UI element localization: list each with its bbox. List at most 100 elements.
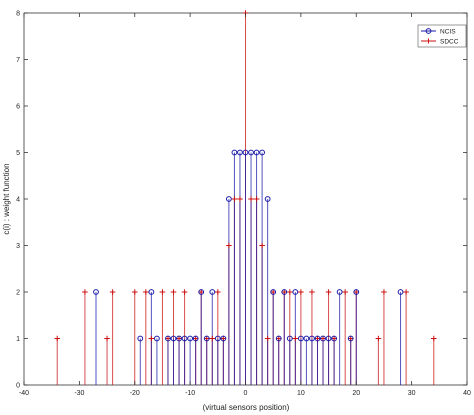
ncis-point <box>209 289 216 295</box>
sdcc-point <box>192 335 199 342</box>
ncis-point <box>292 289 299 295</box>
ncis-point <box>187 335 194 342</box>
stem-layer <box>56 13 435 385</box>
ncis-point <box>309 335 315 342</box>
sdcc-point <box>209 335 216 342</box>
ncis-point <box>93 289 99 295</box>
sdcc-point <box>54 335 61 342</box>
ncis-point <box>231 149 238 156</box>
ncis-point <box>303 335 310 342</box>
ncis-point <box>154 335 160 342</box>
ncis-point <box>325 335 332 342</box>
sdcc-point <box>298 289 304 295</box>
marker-layer <box>54 10 437 342</box>
ncis-point <box>220 335 227 342</box>
legend-sdcc-marker <box>426 38 431 44</box>
sdcc-point <box>143 289 149 295</box>
y-axis-label: c(i) : weight function <box>2 163 11 234</box>
sdcc-point <box>353 289 360 295</box>
y-tick-label: 3 <box>16 243 20 250</box>
sdcc-point <box>292 335 299 342</box>
sdcc-point <box>253 196 260 202</box>
sdcc-point <box>314 335 321 342</box>
y-tick-label: 2 <box>16 290 20 297</box>
sdcc-point <box>131 289 138 295</box>
sdcc-point <box>82 289 88 295</box>
sdcc-point <box>381 289 387 295</box>
ncis-point <box>275 335 282 342</box>
sdcc-point <box>325 289 332 295</box>
sdcc-point <box>342 289 348 295</box>
x-tick-label: 40 <box>463 390 471 397</box>
sdcc-point <box>287 289 293 295</box>
sdcc-point <box>430 335 437 342</box>
ncis-point <box>347 335 354 342</box>
ncis-point <box>248 149 254 156</box>
ncis-point <box>397 289 404 295</box>
y-tick-label: 7 <box>16 57 20 64</box>
sdcc-point <box>170 289 177 295</box>
ncis-point <box>237 149 243 156</box>
ncis-point <box>225 196 232 202</box>
x-tick-label: 0 <box>244 390 248 397</box>
x-axis-label: (virtual sensors position) <box>203 403 290 412</box>
sdcc-point <box>226 242 232 249</box>
ncis-point <box>270 289 277 295</box>
y-tick-label: 4 <box>16 197 20 204</box>
sdcc-point <box>198 289 204 295</box>
ncis-point <box>242 149 249 156</box>
ncis-point <box>198 289 205 295</box>
ncis-point <box>259 149 266 156</box>
x-tick-label: -10 <box>185 390 195 397</box>
legend-sdcc-label: SDCC <box>440 39 459 46</box>
ncis-point <box>137 335 144 342</box>
ncis-point <box>286 335 293 342</box>
sdcc-point <box>176 335 182 342</box>
sdcc-point <box>148 335 155 342</box>
sdcc-point <box>259 242 265 249</box>
ncis-point <box>203 335 210 342</box>
sdcc-point <box>347 335 354 342</box>
legend-ncis-label: NCIS <box>440 29 456 36</box>
ncis-point <box>181 335 188 342</box>
ncis-point <box>331 335 338 342</box>
sdcc-point <box>375 335 382 342</box>
sdcc-point <box>104 335 110 342</box>
y-tick-label: 6 <box>16 104 20 111</box>
legend: NCIS SDCC <box>417 24 467 48</box>
legend-ncis-marker <box>425 28 432 34</box>
sdcc-point <box>281 289 288 295</box>
sdcc-point <box>215 289 221 295</box>
sdcc-point <box>237 196 243 202</box>
ncis-point <box>170 335 177 342</box>
sdcc-point <box>231 196 238 202</box>
sdcc-point <box>270 289 276 295</box>
sdcc-point <box>320 335 326 342</box>
x-tick-label: -40 <box>19 390 29 397</box>
y-tick-label: 8 <box>16 11 20 18</box>
sdcc-point <box>248 196 254 202</box>
sdcc-point <box>331 335 337 342</box>
ncis-point <box>176 335 182 342</box>
x-tick-label: -20 <box>130 390 140 397</box>
sdcc-point <box>403 289 409 295</box>
ncis-point <box>264 196 271 202</box>
sdcc-point <box>165 335 171 342</box>
y-tick-label: 0 <box>16 383 20 390</box>
ncis-point <box>297 335 304 342</box>
ncis-point <box>353 289 360 295</box>
x-tick-label: 30 <box>408 390 416 397</box>
ncis-point <box>314 335 321 342</box>
sdcc-point <box>264 335 271 342</box>
y-tick-label: 5 <box>16 150 20 157</box>
sdcc-point <box>275 335 282 342</box>
ncis-point <box>165 335 171 342</box>
y-axis-ticks: 0 1 2 3 4 5 6 7 8 <box>16 11 467 390</box>
ncis-point <box>281 289 288 295</box>
sdcc-point <box>109 289 116 295</box>
sdcc-point <box>181 289 188 295</box>
ncis-point <box>336 289 343 295</box>
x-axis-ticks: -40 -30 -20 -10 0 10 20 30 40 <box>19 13 471 397</box>
sdcc-point <box>309 289 315 295</box>
